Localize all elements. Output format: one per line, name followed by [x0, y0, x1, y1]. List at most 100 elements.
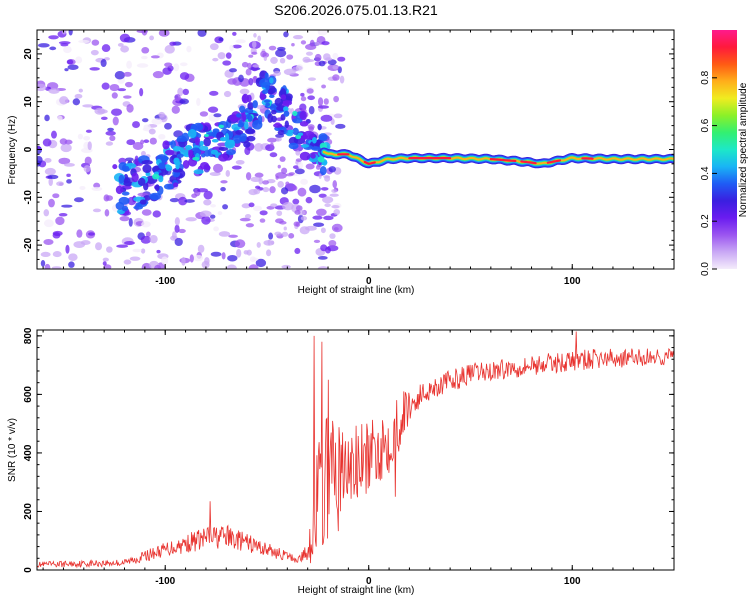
- noise-blob: [125, 157, 134, 162]
- noise-blob: [313, 239, 321, 243]
- colorbar-label: Normalized spectral amplitude: [738, 82, 749, 217]
- noise-blob: [117, 88, 127, 92]
- signal-blob: [286, 131, 294, 137]
- noise-blob: [182, 88, 189, 96]
- noise-blob: [281, 167, 288, 174]
- noise-blob: [257, 35, 262, 42]
- noise-blob: [112, 116, 119, 126]
- noise-blob: [245, 223, 254, 228]
- noise-blob: [83, 165, 91, 173]
- signal-core: [292, 110, 298, 117]
- noise-blob: [197, 30, 207, 37]
- signal-core: [317, 156, 325, 163]
- signal-blob: [267, 88, 274, 95]
- noise-blob: [253, 33, 257, 38]
- noise-blob: [297, 187, 307, 197]
- noise-blob: [52, 251, 62, 258]
- noise-blob: [87, 141, 92, 151]
- noise-blob: [269, 142, 274, 149]
- noise-blob: [61, 30, 67, 35]
- x-tick-label: -100: [155, 276, 175, 287]
- noise-blob: [128, 217, 133, 227]
- noise-blob: [323, 175, 331, 179]
- colorbar-tick-label: 0.8: [700, 70, 711, 84]
- noise-blob: [281, 264, 291, 269]
- noise-blob: [185, 217, 197, 222]
- noise-blob: [268, 45, 277, 51]
- noise-blob: [292, 35, 304, 40]
- noise-blob: [60, 43, 69, 47]
- noise-blob: [275, 175, 279, 180]
- signal-blob: [123, 181, 133, 187]
- noise-blob: [267, 137, 277, 143]
- noise-blob: [305, 225, 317, 231]
- signal-blob: [204, 165, 211, 171]
- noise-blob: [111, 92, 118, 99]
- snr-ticks: -100 0 100 0 200 400 600 800: [23, 327, 675, 587]
- noise-blob: [201, 260, 210, 269]
- noise-blob: [295, 150, 301, 156]
- noise-blob: [52, 232, 61, 239]
- noise-blob: [241, 61, 249, 68]
- noise-blob: [232, 44, 242, 49]
- noise-blob: [329, 193, 339, 197]
- noise-blob: [141, 209, 152, 216]
- noise-blob: [328, 166, 337, 173]
- y-tick-label: 20: [23, 48, 34, 60]
- noise-blob: [149, 35, 155, 41]
- noise-blob: [48, 177, 53, 187]
- noise-blob: [300, 40, 307, 45]
- noise-blob: [169, 41, 177, 46]
- noise-blob: [320, 187, 329, 191]
- noise-blob: [91, 186, 103, 191]
- noise-blob: [109, 83, 120, 92]
- noise-blob: [314, 53, 322, 62]
- signal-blob: [288, 142, 299, 150]
- noise-blob: [110, 108, 123, 116]
- signal-blob: [172, 167, 183, 173]
- signal-core: [158, 162, 166, 170]
- y-tick-label: 0: [23, 567, 34, 573]
- noise-blob: [61, 204, 73, 208]
- noise-blob: [318, 173, 322, 179]
- signal-blob: [187, 128, 197, 139]
- noise-blob: [158, 133, 166, 140]
- signal-core: [319, 142, 328, 150]
- noise-blob: [178, 196, 188, 206]
- noise-blob: [158, 111, 165, 118]
- noise-blob: [83, 135, 91, 141]
- noise-blob: [107, 127, 114, 132]
- colorbar: 0.0 0.2 0.4 0.6 0.8 Normalized spectral ampl…: [700, 30, 749, 276]
- noise-blob: [43, 239, 54, 246]
- noise-blob: [210, 204, 216, 208]
- noise-blob: [169, 197, 179, 203]
- signal-blob: [244, 121, 249, 130]
- noise-blob: [67, 64, 79, 70]
- noise-blob: [262, 180, 269, 185]
- noise-blob: [332, 52, 339, 60]
- noise-blob: [306, 88, 314, 94]
- noise-blob: [48, 88, 60, 94]
- noise-blob: [102, 261, 107, 266]
- noise-blob: [317, 255, 328, 260]
- noise-blob: [109, 135, 116, 142]
- noise-blob: [117, 43, 124, 47]
- noise-blob: [184, 199, 195, 203]
- noise-blob: [229, 68, 237, 73]
- noise-blob: [63, 45, 72, 54]
- noise-blob: [209, 214, 216, 219]
- noise-blob: [326, 245, 339, 252]
- noise-blob: [331, 189, 338, 193]
- noise-blob: [308, 77, 316, 81]
- noise-blob: [119, 215, 130, 222]
- noise-blob: [68, 261, 75, 268]
- noise-blob: [300, 96, 307, 102]
- noise-blob: [291, 66, 300, 72]
- noise-blob: [228, 234, 238, 238]
- noise-blob: [322, 196, 334, 204]
- x-tick-label: 100: [564, 576, 581, 587]
- noise-blob: [314, 41, 320, 46]
- noise-blob: [89, 67, 100, 71]
- noise-blob: [189, 254, 194, 263]
- noise-blob: [313, 222, 325, 227]
